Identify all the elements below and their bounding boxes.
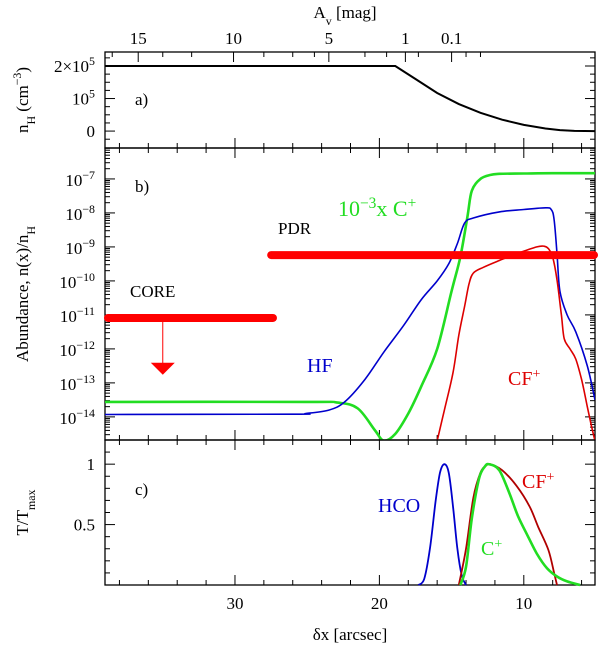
y-tick-label-part: 10 [59, 273, 76, 292]
y-tick-label: 0.5 [74, 516, 95, 535]
annotation-cplus-part: 10 [338, 196, 360, 221]
y-tick-label-part: −12 [76, 338, 95, 352]
y-tick-label: 10−8 [65, 202, 95, 224]
y-tick-label-part: −9 [82, 236, 95, 250]
core-label: CORE [130, 282, 175, 301]
annotation-hco: HCO [378, 495, 420, 517]
av-tick-label: 5 [325, 29, 334, 48]
annotation-cfplus-part: CF [508, 368, 532, 390]
annotation-cplus-part: C [481, 538, 494, 560]
y-tick-label: 1 [87, 455, 96, 474]
y-axis-label: T/Tmax [13, 489, 38, 535]
annotation-hf: HF [307, 355, 333, 377]
y-tick-label: 0 [87, 122, 96, 141]
y-tick-label: 10−14 [59, 406, 95, 428]
y-tick-label: 10−9 [65, 236, 95, 258]
y-tick-label-part: 10 [59, 375, 76, 394]
y-tick-label-part: 5 [89, 54, 95, 68]
y-tick-label-part: −8 [82, 202, 95, 216]
panel-c-frame [104, 439, 596, 586]
x-tick-label: 10 [515, 594, 532, 613]
density-curve [105, 64, 596, 133]
annotation-cfplus-part: + [532, 367, 540, 382]
annotation-cplus-part: x C [376, 196, 407, 221]
panel-b-abundance: 10−1410−1310−1210−1110−1010−910−810−7Abu… [13, 147, 598, 441]
annotation-cfplus: CF+ [522, 470, 554, 494]
y-tick-label-part: 10 [65, 205, 82, 224]
y-tick-label-part: −7 [82, 168, 95, 182]
y-axis-label-part: max [24, 489, 38, 510]
y-tick-label-part: −14 [76, 406, 95, 420]
y-tick-label-part: 5 [89, 87, 95, 101]
y-tick-label: 10−12 [59, 338, 95, 360]
y-tick-label-part: 10 [59, 409, 76, 428]
y-tick-label: 2×105 [54, 54, 95, 76]
curve-xc [105, 171, 595, 440]
y-tick-label-part: 10 [60, 307, 77, 326]
pdr-label: PDR [278, 219, 312, 238]
y-tick-label-part: −13 [76, 372, 95, 386]
top-axis-title-part: A [313, 3, 326, 22]
y-axis-label-part: H [24, 226, 38, 235]
abundance-curves [105, 171, 595, 440]
annotation-cplus-part: −3 [360, 195, 377, 212]
y-tick-label: 10−11 [60, 304, 95, 326]
upper-limit-arrow-head [150, 362, 175, 375]
annotation-hf-part: HF [307, 355, 333, 377]
panel-label: b) [135, 177, 149, 196]
y-tick-label-part: 10 [72, 90, 89, 109]
annotation-cfplus-part: + [546, 470, 554, 485]
annotation-cplus: C+ [481, 537, 502, 561]
y-axis-label-part: H [24, 116, 38, 125]
panel-label: c) [135, 480, 148, 499]
y-axis-label: nH (cm−3) [10, 67, 38, 133]
y-tick-label-part: 10 [59, 341, 76, 360]
y-axis-label-part: (cm [13, 85, 32, 116]
y-axis-label: Abundance, n(x)/nH [13, 226, 38, 362]
x-axis-label-part: δx [arcsec] [313, 625, 388, 644]
av-tick-label: 15 [130, 29, 147, 48]
top-axis-title: Av [mag] [313, 3, 376, 28]
y-tick-label: 105 [72, 87, 95, 109]
curve-hf [105, 206, 595, 416]
y-tick-label-part: −10 [76, 270, 95, 284]
panel-label: a) [135, 90, 148, 109]
y-tick-label-part: 0 [87, 122, 96, 141]
annotation-cplus-part: + [408, 195, 417, 212]
curve-cf [436, 245, 595, 440]
y-tick-label-part: 10 [65, 171, 82, 190]
y-axis-label-part: −3 [10, 73, 24, 86]
y-axis-label-part: T/T [13, 509, 32, 535]
curve-cf [457, 462, 558, 586]
y-tick-label: 10−10 [59, 270, 95, 292]
annotation-cfplus: CF+ [508, 367, 540, 391]
annotation-cfplus-part: CF [522, 471, 546, 493]
curve-c [459, 462, 581, 587]
y-axis-label-part: Abundance, n(x)/n [13, 234, 32, 362]
top-axis-title-part: [mag] [332, 3, 377, 22]
av-tick-label: 1 [401, 29, 410, 48]
top-axis-title-part: v [326, 14, 332, 28]
curve-hco [417, 463, 467, 586]
y-tick-label-part: −11 [77, 304, 95, 318]
y-axis-label-part: ) [13, 67, 32, 73]
y-tick-label: 10−13 [59, 372, 95, 394]
x-axis-label: δx [arcsec] [313, 625, 388, 644]
x-tick-label: 30 [226, 594, 243, 613]
annotation-cplus-part: + [494, 537, 502, 552]
annotation-cplus: 10−3x C+ [338, 195, 416, 222]
y-tick-label-part: 2×10 [54, 57, 89, 76]
av-tick-label: 0.1 [441, 29, 462, 48]
x-tick-label: 20 [371, 594, 388, 613]
annotation-hco-part: HCO [378, 495, 420, 517]
y-axis-label-part: n [13, 124, 32, 133]
y-tick-label-part: 10 [65, 239, 82, 258]
y-tick-label: 10−7 [65, 168, 95, 190]
av-tick-label: 10 [225, 29, 242, 48]
